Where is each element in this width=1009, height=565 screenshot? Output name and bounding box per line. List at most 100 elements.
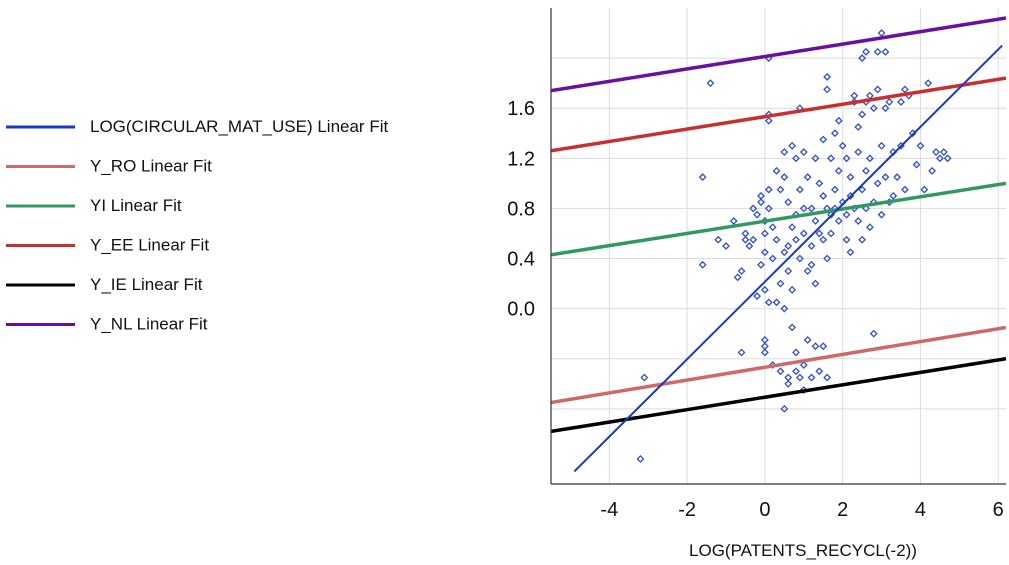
data-point [865, 223, 874, 232]
y-tick-label: 1.2 [507, 148, 535, 170]
legend: LOG(CIRCULAR_MAT_USE) Linear Fit Y_RO Lin… [6, 117, 388, 334]
data-point [932, 148, 940, 156]
data-point [900, 85, 909, 94]
data-point [636, 455, 645, 463]
data-point [741, 235, 750, 244]
x-tick-label: 4 [915, 499, 926, 521]
data-point [737, 267, 746, 275]
data-point [873, 47, 882, 56]
data-point [842, 210, 851, 219]
data-point [854, 217, 863, 225]
x-tick-label: 0 [759, 499, 770, 521]
data-point [823, 85, 832, 94]
data-point [803, 267, 812, 275]
data-point [815, 179, 824, 188]
x-tick-label: 6 [993, 499, 1004, 521]
axes [550, 8, 1006, 485]
y-tick-label: 0.4 [507, 249, 535, 271]
data-point [850, 91, 859, 100]
legend-label: Y_NL Linear Fit [90, 315, 208, 334]
data-point [745, 242, 754, 250]
data-point [889, 191, 898, 200]
data-point [792, 154, 800, 163]
data-point [877, 141, 886, 150]
data-point [799, 204, 808, 213]
data-point [885, 98, 894, 106]
data-point [858, 110, 867, 119]
grid [551, 8, 1006, 484]
data-point [749, 235, 758, 244]
legend-label: Y_RO Linear Fit [90, 157, 212, 176]
data-point [760, 336, 769, 344]
data-point [823, 373, 832, 382]
data-point [799, 361, 808, 369]
data-point [830, 185, 839, 194]
data-point [928, 166, 937, 175]
data-point [799, 229, 808, 238]
data-point [780, 173, 789, 182]
data-point [760, 285, 769, 294]
log-circular-mat-use-linear-fit-line [573, 44, 1003, 473]
data-point [772, 298, 781, 307]
data-point [858, 54, 867, 63]
data-point [881, 173, 890, 182]
data-point [768, 254, 777, 263]
data-point [795, 254, 804, 263]
data-point [939, 148, 948, 156]
data-point [858, 235, 867, 244]
data-point [757, 191, 765, 200]
data-point [788, 141, 797, 150]
data-point [912, 160, 921, 169]
data-point [854, 123, 863, 131]
data-point [815, 367, 824, 376]
data-point [698, 260, 707, 269]
data-point [795, 185, 804, 194]
data-point [827, 154, 835, 163]
y-tick-label: 1.6 [507, 98, 535, 120]
data-point [780, 304, 789, 313]
data-point [784, 242, 793, 250]
data-point [877, 210, 886, 219]
yi-linear-fit-line [551, 181, 1006, 257]
x-axis-label: LOG(PATENTS_RECYCL(-2)) [689, 541, 917, 560]
data-point [640, 373, 649, 382]
data-point [916, 141, 925, 150]
y-ro-linear-fit-line [551, 325, 1006, 405]
data-point [792, 348, 800, 357]
data-point [815, 229, 824, 238]
data-point [869, 329, 878, 338]
data-point [764, 298, 773, 307]
data-point [823, 254, 832, 263]
data-point [869, 104, 878, 113]
data-point [881, 47, 890, 56]
data-point [706, 79, 715, 88]
data-point [792, 235, 800, 244]
data-point [803, 336, 812, 344]
data-point [943, 154, 952, 163]
data-point [698, 173, 707, 182]
data-point [877, 29, 886, 37]
data-point [900, 185, 909, 194]
data-point [807, 242, 816, 250]
data-point [788, 285, 797, 294]
x-tick-label: 2 [837, 499, 848, 521]
data-point [792, 367, 800, 376]
data-point [795, 373, 804, 382]
x-tick-label: -2 [678, 499, 696, 521]
legend-label: Y_IE Linear Fit [90, 275, 203, 294]
data-point [760, 248, 769, 257]
data-point [760, 229, 769, 238]
data-point [893, 173, 902, 182]
data-point [776, 279, 785, 288]
data-point [811, 217, 820, 225]
y-nl-linear-fit-line [551, 16, 1006, 93]
data-point [780, 248, 789, 257]
data-point [807, 260, 816, 269]
data-point [757, 198, 765, 207]
data-point [757, 260, 765, 269]
data-point [729, 217, 738, 225]
data-point [776, 185, 785, 194]
data-point [819, 191, 828, 200]
data-point [753, 210, 762, 219]
